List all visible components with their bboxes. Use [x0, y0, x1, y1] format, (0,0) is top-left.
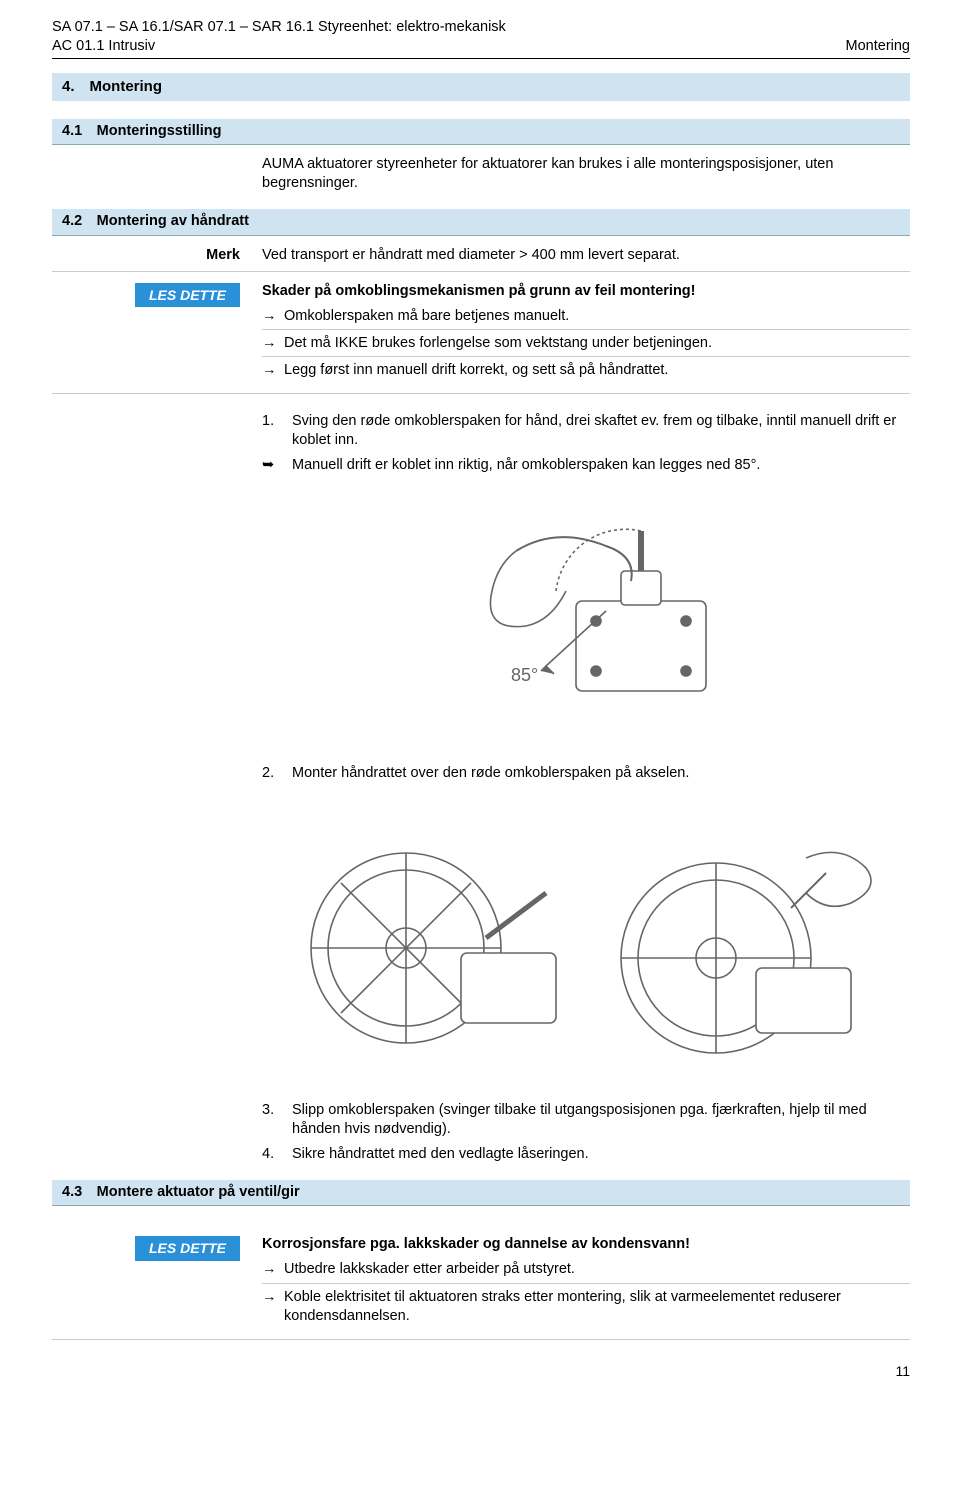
warn-item: Omkoblerspaken må bare betjenes manuelt. — [284, 307, 569, 326]
warn-item: Legg først inn manuell drift korrekt, og… — [284, 361, 668, 380]
warning-list-42: →Omkoblerspaken må bare betjenes manuelt… — [262, 307, 910, 383]
handwheel-mount-illustration — [286, 798, 886, 1078]
notice-row-42: LES DETTE Skader på omkoblingsmekanismen… — [52, 282, 910, 388]
warning-title-43: Korrosjonsfare pga. lakkskader og dannel… — [262, 1235, 910, 1254]
arrow-icon: → — [262, 334, 284, 353]
steps-42b: 2. Monter håndrattet over den røde omkob… — [262, 764, 910, 783]
step-text: Sikre håndrattet med den vedlagte låseri… — [292, 1145, 589, 1164]
step-number: 1. — [262, 412, 292, 450]
header-line2-left: AC 01.1 Intrusiv — [52, 37, 155, 56]
result-marker: ➥ — [262, 456, 292, 475]
steps-42: 1. Sving den røde omkoblerspaken for hån… — [262, 412, 910, 475]
step-text: Sving den røde omkoblerspaken for hånd, … — [292, 412, 910, 450]
lever-85-illustration: 85° — [396, 491, 776, 741]
arrow-icon: → — [262, 307, 284, 326]
warning-list-43: →Utbedre lakkskader etter arbeider på ut… — [262, 1260, 910, 1328]
notice-badge: LES DETTE — [135, 1236, 240, 1260]
header-line2-right: Montering — [846, 37, 910, 56]
figure-2 — [262, 793, 910, 1083]
notice-badge: LES DETTE — [135, 283, 240, 307]
warn-item: Utbedre lakkskader etter arbeider på uts… — [284, 1260, 575, 1279]
merk-text: Ved transport er håndratt med diameter >… — [262, 246, 910, 265]
section-4-3-title: 4.3 Montere aktuator på ventil/gir — [52, 1180, 910, 1206]
arrow-icon: → — [262, 361, 284, 380]
step-number: 3. — [262, 1101, 292, 1139]
page-number: 11 — [52, 1362, 910, 1380]
warn-item: Det må IKKE brukes forlengelse som vekts… — [284, 334, 712, 353]
warn-item: Koble elektrisitet til aktuatoren straks… — [284, 1288, 910, 1326]
rule — [52, 1339, 910, 1340]
step-text: Monter håndrattet over den røde omkobler… — [292, 764, 689, 783]
notice-row-43: LES DETTE Korrosjonsfare pga. lakkskader… — [52, 1235, 910, 1333]
doc-header: SA 07.1 – SA 16.1/SAR 07.1 – SAR 16.1 St… — [52, 18, 910, 59]
section-4-2-title: 4.2 Montering av håndratt — [52, 209, 910, 235]
step-number: 2. — [262, 764, 292, 783]
header-line1: SA 07.1 – SA 16.1/SAR 07.1 – SAR 16.1 St… — [52, 18, 910, 37]
arrow-icon: → — [262, 1288, 284, 1326]
section-4-1-body: AUMA aktuatorer styreenheter for aktuato… — [262, 155, 910, 193]
step-number: 4. — [262, 1145, 292, 1164]
warning-title-42: Skader på omkoblingsmekanismen på grunn … — [262, 282, 910, 301]
step-text: Slipp omkoblerspaken (svinger tilbake ti… — [292, 1101, 910, 1139]
figure-1: 85° — [262, 486, 910, 746]
step-result: Manuell drift er koblet inn riktig, når … — [292, 456, 760, 475]
header-rule — [52, 58, 910, 59]
merk-label: Merk — [52, 246, 262, 265]
merk-row: Merk Ved transport er håndratt med diame… — [52, 246, 910, 265]
arrow-icon: → — [262, 1260, 284, 1279]
section-4-1-title: 4.1 Monteringsstilling — [52, 119, 910, 145]
section-4-title: 4. Montering — [52, 73, 910, 101]
rule — [52, 393, 910, 394]
steps-42c: 3. Slipp omkoblerspaken (svinger tilbake… — [262, 1101, 910, 1164]
angle-label: 85° — [511, 665, 538, 685]
rule — [52, 271, 910, 272]
